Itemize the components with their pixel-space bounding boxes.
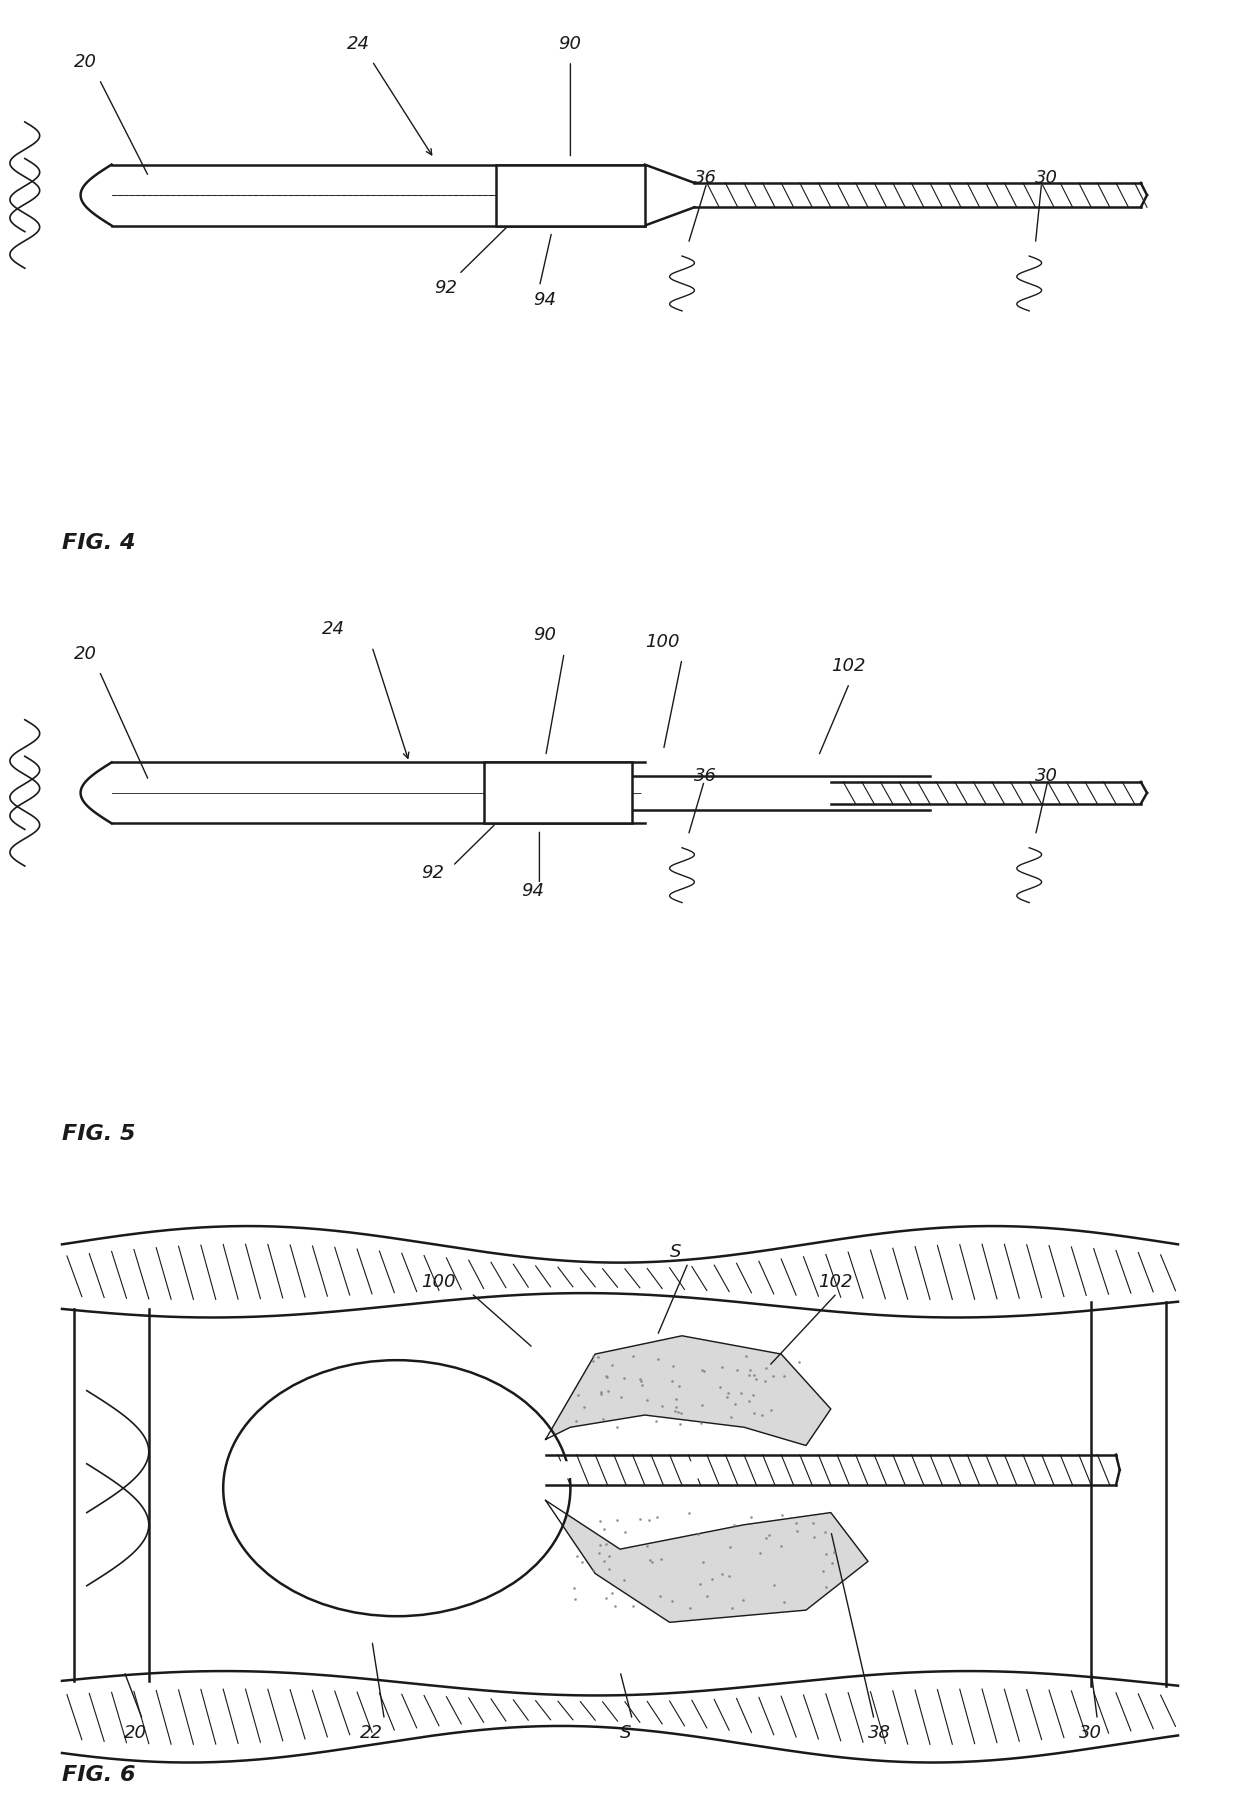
Text: 100: 100 [422, 1273, 456, 1291]
Text: 92: 92 [434, 278, 458, 296]
Text: S: S [620, 1725, 631, 1743]
Circle shape [678, 1461, 711, 1477]
Text: 20: 20 [124, 1725, 148, 1743]
Polygon shape [484, 762, 632, 823]
Text: 20: 20 [74, 54, 98, 72]
Text: 36: 36 [694, 169, 718, 186]
Text: 94: 94 [533, 290, 557, 308]
Text: 30: 30 [1079, 1725, 1102, 1743]
Text: FIG. 6: FIG. 6 [62, 1764, 135, 1784]
Circle shape [766, 785, 796, 800]
Text: 102: 102 [831, 656, 866, 674]
Ellipse shape [223, 1361, 570, 1615]
Text: 90: 90 [533, 626, 557, 644]
Circle shape [548, 1461, 580, 1477]
Text: FIG. 4: FIG. 4 [62, 533, 135, 552]
Text: 100: 100 [645, 633, 680, 651]
Polygon shape [546, 1336, 831, 1445]
Text: 20: 20 [74, 645, 98, 663]
Text: 30: 30 [1035, 767, 1059, 785]
Text: S: S [670, 1243, 681, 1260]
Text: 94: 94 [521, 882, 544, 900]
Polygon shape [496, 165, 645, 226]
Text: 22: 22 [360, 1725, 383, 1743]
Text: 38: 38 [868, 1725, 892, 1743]
Circle shape [642, 785, 672, 800]
Text: 24: 24 [347, 34, 371, 52]
Text: 30: 30 [1035, 169, 1059, 186]
Polygon shape [546, 1501, 868, 1623]
Text: 92: 92 [422, 864, 445, 882]
Text: 102: 102 [818, 1273, 853, 1291]
Text: 24: 24 [322, 620, 346, 638]
Text: 90: 90 [558, 34, 582, 52]
Text: 36: 36 [694, 767, 718, 785]
Text: FIG. 5: FIG. 5 [62, 1124, 135, 1144]
